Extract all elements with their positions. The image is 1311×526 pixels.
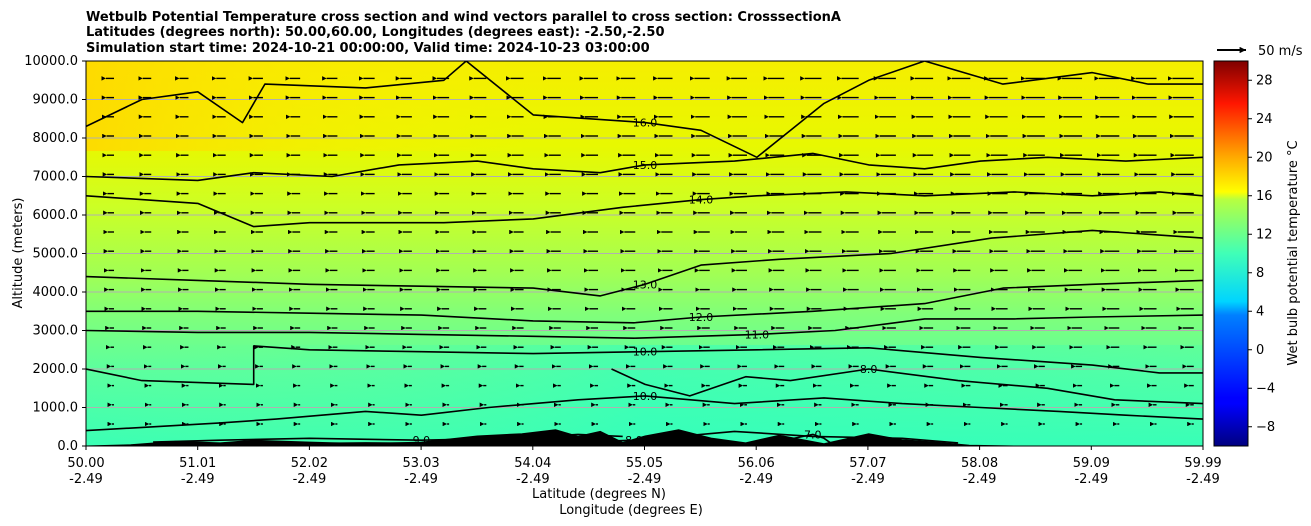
y-tick-label: 1000.0 [33, 401, 79, 416]
x-tick-lon: -2.49 [851, 472, 885, 487]
y-tick-label: 8000.0 [33, 131, 79, 146]
contour-label: 9.0 [413, 434, 431, 447]
x-tick-lon: -2.49 [516, 472, 550, 487]
gridlines [86, 99, 1203, 408]
y-tick-label: 4000.0 [33, 285, 79, 300]
contour-10.0 [86, 345, 1203, 386]
title-line-1: Wetbulb Potential Temperature cross sect… [86, 10, 841, 25]
x-tick-lon: -2.49 [69, 472, 103, 487]
contour-label: 14.0 [689, 194, 714, 207]
x-tick-lat: 59.99 [1184, 456, 1221, 471]
x-tick-lon: -2.49 [181, 472, 215, 487]
contour-label: 10.0 [633, 346, 658, 359]
plot-area: 7.08.08.09.010.010.011.012.013.014.015.0… [86, 61, 1203, 447]
colorbar-tick-label: 8 [1256, 266, 1264, 281]
y-tick-label: 0.0 [57, 439, 78, 454]
contour-8.0 [611, 368, 1203, 405]
y-axis-ticks: 0.0 1000.0 2000.0 3000.0 4000.0 5000.0 6000.0 7… [24, 54, 86, 454]
contour-label: 10.0 [633, 390, 658, 403]
contour-10.0 [86, 395, 1203, 432]
x-tick-lat: 53.03 [402, 456, 439, 471]
x-tick-lon: -2.49 [1186, 472, 1220, 487]
y-tick-label: 2000.0 [33, 362, 79, 377]
contour-14.0 [86, 191, 1203, 228]
contour-13.0 [86, 229, 1203, 297]
terrain [86, 429, 1203, 446]
y-tick-label: 5000.0 [33, 247, 79, 262]
x-tick-lat: 52.02 [291, 456, 328, 471]
contour-lines: 7.08.08.09.010.010.011.012.013.014.015.0… [86, 61, 1203, 447]
x-tick-lat: 50.00 [67, 456, 104, 471]
chart-title: Wetbulb Potential Temperature cross sect… [86, 10, 841, 56]
x-tick-lat: 56.06 [738, 456, 775, 471]
x-axis-label: Latitude (degrees N) [532, 487, 666, 502]
colorbar-tick-label: 4 [1256, 304, 1264, 319]
quiver-key-label: 50 m/s [1258, 44, 1303, 59]
x-axis-ticks: 50.00-2.4951.01-2.4952.02-2.4953.03-2.49… [67, 446, 1222, 487]
y-tick-label: 9000.0 [33, 93, 79, 108]
x-tick-lat: 54.04 [514, 456, 551, 471]
x-tick-lat: 55.05 [626, 456, 663, 471]
y-tick-label: 10000.0 [24, 54, 78, 69]
y-axis-label: Altitude (meters) [11, 198, 26, 309]
title-line-3: Simulation start time: 2024-10-21 00:00:… [86, 41, 650, 56]
colorbar-ticks: −8 −4 0 4 8 12 16 20 24 28 [1248, 73, 1275, 435]
contour-11.0 [86, 314, 1203, 339]
colorbar: −8 −4 0 4 8 12 16 20 24 28 Wet bulb potential tem… [1213, 60, 1301, 447]
x-tick-lon: -2.49 [1074, 472, 1108, 487]
quiver-key: 50 m/s [1217, 44, 1303, 59]
contour-15.0 [86, 152, 1203, 182]
contour-label: 8.0 [860, 363, 878, 376]
colorbar-tick-label: −8 [1256, 420, 1275, 435]
contour-12.0 [86, 279, 1203, 324]
x-tick-lon: -2.49 [628, 472, 662, 487]
warm-upper-region [86, 61, 1203, 151]
y-tick-label: 3000.0 [33, 324, 79, 339]
x-tick-lon: -2.49 [293, 472, 327, 487]
x-tick-lat: 57.07 [849, 456, 886, 471]
x-axis-label-2: Longitude (degrees E) [559, 503, 703, 518]
wind-vectors [101, 76, 1194, 427]
colorbar-tick-label: 0 [1256, 343, 1264, 358]
contour-label: 15.0 [633, 159, 658, 172]
title-line-2: Latitudes (degrees north): 50.00,60.00, … [86, 25, 665, 40]
contour-16.0 [86, 61, 1203, 159]
x-tick-lat: 51.01 [179, 456, 216, 471]
x-tick-lon: -2.49 [404, 472, 438, 487]
colorbar-tick-label: 16 [1256, 189, 1273, 204]
contour-label: 7.0 [804, 428, 822, 441]
y-tick-label: 7000.0 [33, 170, 79, 185]
colorbar-tick-label: 12 [1256, 227, 1273, 242]
x-tick-lon: -2.49 [963, 472, 997, 487]
colorbar-tick-label: 28 [1256, 73, 1273, 88]
y-tick-label: 6000.0 [33, 208, 79, 223]
colorbar-label: Wet bulb potential temperature °C [1286, 140, 1301, 365]
x-tick-lat: 58.08 [961, 456, 998, 471]
contour-label: 16.0 [633, 117, 658, 130]
contour-label: 11.0 [745, 328, 770, 341]
contour-label: 12.0 [689, 311, 714, 324]
colorbar-gradient [1213, 60, 1249, 447]
x-tick-lat: 59.09 [1073, 456, 1110, 471]
colorbar-tick-label: 24 [1256, 112, 1273, 127]
colorbar-tick-label: −4 [1256, 381, 1275, 396]
colorbar-tick-label: 20 [1256, 150, 1273, 165]
x-tick-lon: -2.49 [739, 472, 773, 487]
contour-label: 13.0 [633, 278, 658, 291]
contour-9.0 [153, 433, 623, 443]
